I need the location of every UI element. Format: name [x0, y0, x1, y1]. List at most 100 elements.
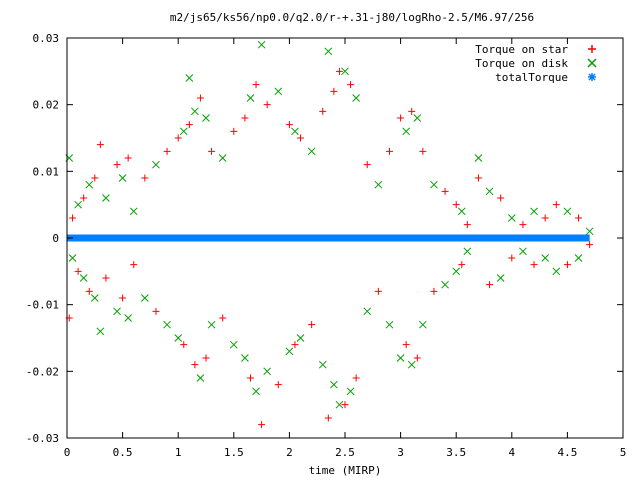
data-point [441, 280, 449, 289]
data-point [274, 381, 282, 389]
data-point [418, 320, 427, 329]
x-tick-label: 4 [508, 446, 515, 459]
data-point [363, 161, 371, 169]
data-point [496, 274, 505, 282]
data-point [485, 187, 494, 196]
data-point [246, 374, 254, 382]
data-point [85, 180, 94, 189]
y-tick-label: 0 [52, 232, 59, 245]
x-tick-label: 2.5 [335, 446, 355, 459]
data-point [96, 141, 104, 149]
data-point [307, 147, 316, 156]
data-point [129, 207, 138, 216]
data-point [563, 207, 572, 216]
legend-label: Torque on star [475, 43, 568, 56]
x-tick-label: 0.5 [113, 446, 133, 459]
x-tick-label: 0 [64, 446, 71, 459]
data-point [230, 127, 238, 135]
data-point [441, 187, 449, 195]
data-point [130, 261, 138, 269]
data-point [458, 261, 466, 269]
x-axis-label: time (MIRP) [309, 464, 382, 477]
data-point [119, 294, 127, 302]
data-point [218, 154, 227, 162]
data-point [174, 134, 182, 142]
data-point [308, 321, 316, 329]
data-point [102, 194, 110, 202]
y-tick-label: 0.02 [33, 99, 60, 112]
data-point [191, 107, 199, 116]
data-point [330, 87, 338, 95]
data-point [196, 94, 204, 102]
data-point [258, 421, 266, 429]
data-point [586, 241, 594, 249]
x-tick-label: 3 [397, 446, 404, 459]
axis-ticks: 0 0.5 1 1.5 2 2.5 3 3.5 4 4.5 5 -0.03 -0.02 -0.01 0 0.0… [26, 32, 626, 459]
data-point [352, 94, 360, 102]
data-point [179, 127, 188, 136]
data-point [318, 360, 327, 369]
data-point [486, 281, 494, 289]
x-tick-label: 2 [286, 446, 293, 459]
x-tick-label: 3.5 [446, 446, 466, 459]
legend-marker [588, 73, 596, 81]
legend-label: Torque on disk [475, 57, 568, 70]
data-point [141, 174, 149, 182]
data-point [407, 360, 416, 369]
data-point [335, 400, 344, 409]
data-point [191, 361, 199, 369]
data-point [541, 254, 550, 262]
data-point [574, 254, 583, 262]
data-point [163, 147, 171, 155]
data-point [519, 247, 527, 256]
x-tick-label: 1.5 [224, 446, 244, 459]
data-point [552, 201, 560, 209]
data-point [208, 147, 216, 155]
data-point [508, 254, 516, 262]
data-point [152, 307, 160, 315]
data-point [69, 214, 77, 222]
y-tick-label: -0.01 [26, 299, 59, 312]
data-point [585, 227, 594, 236]
legend-marker [588, 45, 596, 53]
data-point [85, 287, 93, 295]
data-point [352, 374, 360, 382]
data-point [80, 194, 88, 202]
data-point [385, 320, 394, 329]
data-point [507, 214, 516, 222]
data-point [374, 287, 382, 295]
data-point [113, 307, 121, 316]
data-point [163, 320, 171, 329]
data-point [402, 341, 410, 349]
data-point [452, 267, 461, 276]
data-point [252, 387, 260, 396]
data-point [229, 340, 238, 349]
data-point [124, 154, 132, 162]
data-point [430, 180, 438, 189]
data-point [285, 121, 293, 129]
y-tick-label: 0.03 [33, 32, 60, 45]
data-point [346, 387, 355, 396]
data-point [202, 114, 210, 122]
data-point [324, 47, 333, 56]
data-point [335, 67, 343, 75]
data-point [219, 314, 227, 322]
data-point [363, 307, 372, 316]
data-point [91, 174, 99, 182]
data-point [185, 74, 194, 82]
data-point [457, 207, 466, 216]
data-point [291, 341, 299, 349]
series-torque-on-disk [65, 40, 594, 409]
data-point [575, 214, 583, 222]
data-point [341, 401, 349, 409]
data-point [207, 320, 216, 329]
y-tick-label: -0.03 [26, 432, 59, 445]
legend-marker [587, 58, 597, 68]
data-point [408, 107, 416, 115]
marks-layer [65, 40, 594, 429]
series-torque-on-star [65, 67, 594, 429]
data-point [319, 107, 327, 115]
data-point [140, 294, 149, 302]
data-point [474, 174, 482, 182]
